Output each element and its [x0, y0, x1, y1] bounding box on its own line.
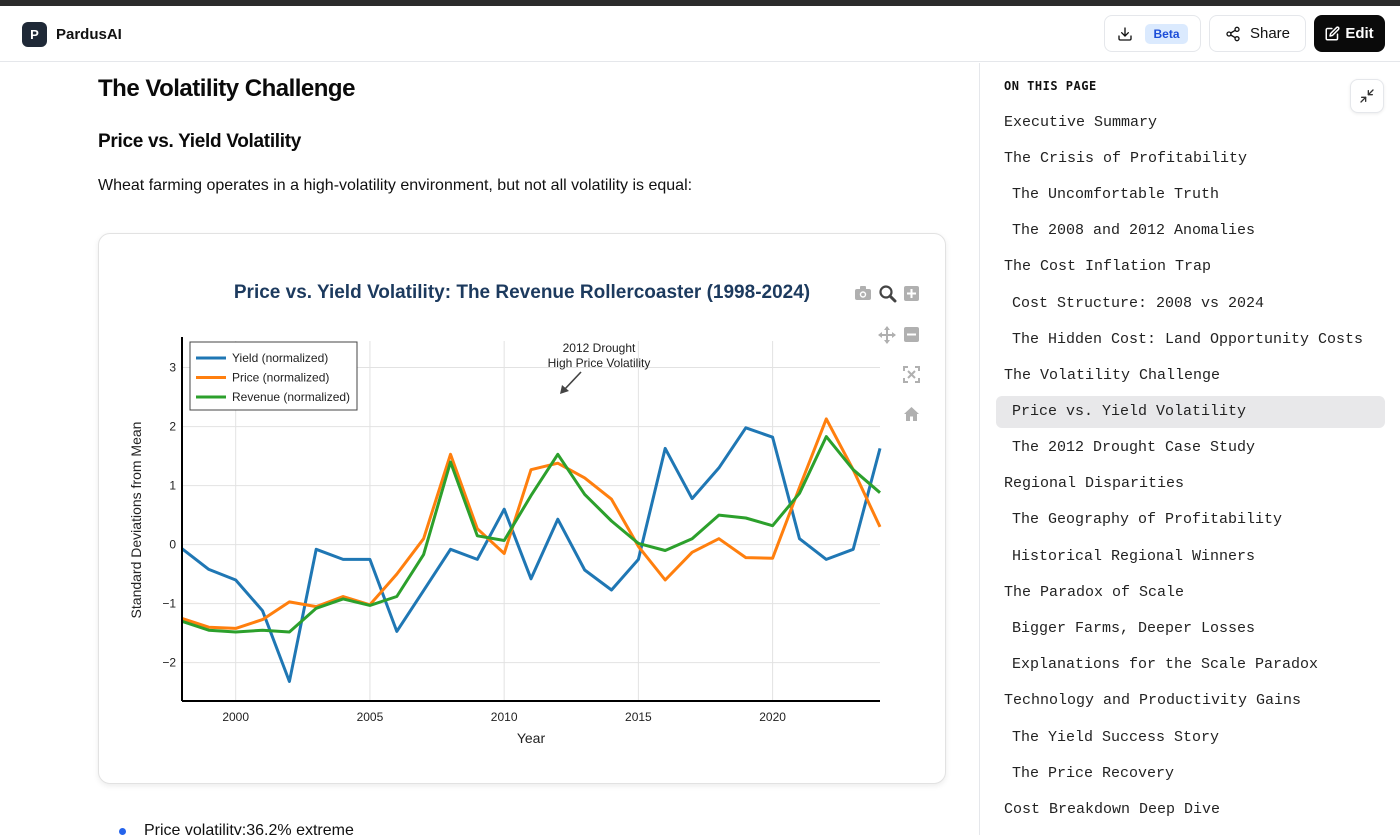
toc-item[interactable]: The Geography of Profitability	[1012, 511, 1283, 529]
app-name: PardusAI	[56, 26, 122, 43]
edit-label: Edit	[1345, 25, 1374, 42]
list-item: Price volatility:36.2% extreme	[119, 822, 354, 835]
annotation-line-1: 2012 Drought	[563, 341, 636, 355]
bullet-dot	[119, 827, 126, 835]
window-top-strip	[0, 0, 1400, 6]
series-line-2	[181, 435, 881, 634]
zoom-icon[interactable]	[879, 285, 897, 303]
legend-label: Price (normalized)	[232, 371, 329, 385]
toc-item[interactable]: The Yield Success Story	[1012, 728, 1220, 746]
toc-item[interactable]: The Volatility Challenge	[1004, 366, 1221, 384]
chart-modebar	[855, 285, 920, 421]
toc-item[interactable]: The Paradox of Scale	[1004, 583, 1185, 601]
toc-item[interactable]: Cost Structure: 2008 vs 2024	[1012, 294, 1265, 312]
annotation-arrow	[563, 371, 582, 391]
chart-legend: Yield (normalized) Price (normalized) Reve…	[189, 341, 358, 411]
toc-item[interactable]: Regional Disparities	[1004, 475, 1185, 493]
toc-item[interactable]: Historical Regional Winners	[1012, 547, 1256, 565]
y-tick-label: −1	[162, 597, 176, 611]
download-button[interactable]: Beta	[1104, 15, 1201, 52]
reset-axes-icon[interactable]	[904, 407, 919, 421]
x-tick-label: 2000	[222, 710, 249, 724]
x-axis-title: Year	[517, 730, 546, 746]
table-of-contents: ON THIS PAGE Executive Summary The Crisis…	[979, 63, 1400, 835]
toc-item[interactable]: Explanations for the Scale Paradox	[1012, 656, 1319, 674]
legend-label: Yield (normalized)	[232, 351, 328, 365]
minimize-icon	[1360, 89, 1374, 103]
zoom-in-icon[interactable]	[904, 286, 919, 301]
toc-item[interactable]: The 2012 Drought Case Study	[1012, 439, 1256, 457]
app-logo: P	[22, 22, 47, 47]
edit-button[interactable]: Edit	[1314, 15, 1385, 52]
main-content: The Volatility Challenge Price vs. Yield…	[0, 63, 979, 835]
x-tick-label: 2010	[491, 710, 518, 724]
y-tick-label: −2	[162, 656, 176, 670]
y-tick-label: 3	[169, 361, 176, 375]
download-icon	[1118, 26, 1133, 41]
y-tick-label: 0	[169, 538, 176, 552]
edit-icon	[1325, 26, 1340, 41]
toc-item[interactable]: Price vs. Yield Volatility	[996, 395, 1385, 428]
app-header: P PardusAI Beta Share Edit	[0, 6, 1400, 62]
toc-list: Executive Summary The Crisis of Profitabi…	[996, 104, 1385, 828]
chart-card: Price vs. Yield Volatility: The Revenue …	[98, 233, 946, 784]
pan-icon[interactable]	[878, 326, 896, 344]
toc-item[interactable]: Executive Summary	[1004, 113, 1158, 131]
volatility-chart: Price vs. Yield Volatility: The Revenue …	[128, 282, 920, 746]
autoscale-icon[interactable]	[903, 366, 920, 383]
y-tick-label: 2	[169, 420, 176, 434]
chart-title: Price vs. Yield Volatility: The Revenue …	[234, 282, 810, 303]
chart-axes: 2000 2005 2010 2015 2020 −2 −1 0 1 2 3	[162, 337, 880, 724]
intro-paragraph: Wheat farming operates in a high-volatil…	[98, 177, 693, 194]
beta-badge: Beta	[1145, 23, 1188, 44]
bullet-text: Price volatility:36.2% extreme	[144, 822, 354, 835]
annotation-arrowhead	[560, 385, 569, 394]
toc-title: ON THIS PAGE	[1004, 79, 1097, 93]
zoom-out-icon[interactable]	[904, 327, 919, 342]
toc-item[interactable]: Bigger Farms, Deeper Losses	[1012, 620, 1256, 638]
toc-item[interactable]: The Cost Inflation Trap	[1004, 258, 1212, 276]
x-tick-label: 2020	[759, 710, 786, 724]
toc-item[interactable]: The Crisis of Profitability	[1004, 149, 1248, 167]
subsection-heading: Price vs. Yield Volatility	[98, 131, 302, 152]
annotation-line-2: High Price Volatility	[548, 356, 651, 370]
share-button[interactable]: Share	[1209, 15, 1306, 52]
drought-annotation: 2012 Drought High Price Volatility	[548, 341, 651, 394]
camera-icon[interactable]	[855, 286, 871, 300]
toc-item[interactable]: The Hidden Cost: Land Opportunity Costs	[1012, 330, 1364, 348]
series-line-1	[181, 417, 882, 630]
section-heading: The Volatility Challenge	[98, 75, 355, 102]
chart-series	[181, 417, 882, 683]
share-icon	[1226, 26, 1240, 41]
x-tick-label: 2005	[357, 710, 384, 724]
brand[interactable]: P PardusAI	[22, 22, 122, 47]
toc-item[interactable]: Technology and Productivity Gains	[1004, 692, 1302, 710]
toc-item[interactable]: The Uncomfortable Truth	[1012, 185, 1220, 203]
toc-item[interactable]: Cost Breakdown Deep Dive	[1004, 800, 1221, 818]
x-tick-label: 2015	[625, 710, 652, 724]
toc-item[interactable]: The Price Recovery	[1012, 764, 1175, 782]
y-axis-title: Standard Deviations from Mean	[128, 422, 144, 619]
collapse-toc-button[interactable]	[1350, 79, 1384, 113]
toc-item[interactable]: The 2008 and 2012 Anomalies	[1012, 222, 1256, 240]
y-tick-label: 1	[169, 479, 176, 493]
legend-label: Revenue (normalized)	[232, 390, 350, 404]
share-label: Share	[1249, 25, 1291, 42]
series-line-0	[181, 426, 882, 683]
